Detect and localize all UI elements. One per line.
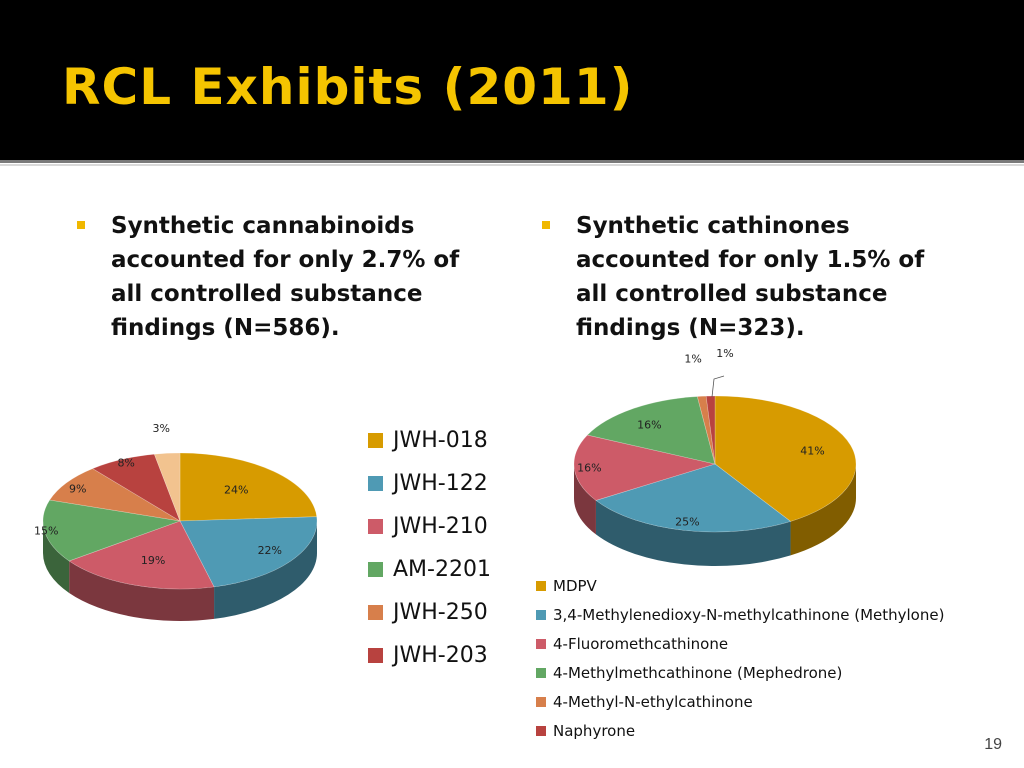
legend-item: JWH-122 (368, 462, 491, 505)
pie-data-label: 15% (34, 525, 58, 538)
legend-label: AM-2201 (393, 557, 491, 582)
pie-slice (49, 468, 181, 522)
legend-label: JWH-122 (393, 471, 488, 496)
bullet-text: Synthetic cathinones accounted for only … (576, 213, 925, 341)
legend-item: MDPV (536, 571, 944, 600)
bullet-square-icon (77, 221, 85, 229)
legend-label: 4-Methyl-N-ethylcathinone (553, 692, 753, 711)
legend-label: 4-Methylmethcathinone (Mephedrone) (553, 663, 843, 682)
pie-slice (696, 395, 716, 465)
bullet-cathinones: Synthetic cathinones accounted for only … (542, 209, 956, 345)
pie-slice-side (69, 560, 215, 621)
legend-item: 3,4-Methylenedioxy-N-methylcathinone (Me… (536, 600, 944, 629)
pie-slice-side (214, 521, 317, 619)
legend-swatch (536, 696, 546, 707)
legend-label: MDPV (553, 576, 597, 595)
pie-slice (595, 463, 792, 533)
pie-slice (42, 499, 182, 562)
pie-data-label: 19% (141, 554, 165, 567)
pie-chart-cannabinoids: 24% 22% 19% 15% 9% 8% 3% (34, 422, 318, 621)
pie-data-label: 16% (637, 418, 661, 431)
pie-slice (705, 395, 716, 465)
legend-label: 3,4-Methylenedioxy-N-methylcathinone (Me… (553, 605, 945, 624)
pie-data-label: 1% (716, 347, 733, 360)
legend-swatch (368, 605, 383, 620)
legend-item: JWH-018 (368, 419, 491, 462)
pie-slice (573, 434, 717, 501)
pie-data-label: 16% (577, 462, 601, 475)
bullet-cannabinoids: Synthetic cannabinoids accounted for onl… (77, 209, 491, 345)
legend-label: JWH-250 (393, 600, 488, 625)
legend-swatch (368, 476, 383, 491)
title-divider (0, 160, 1024, 163)
legend-swatch (368, 648, 383, 663)
legend-swatch (536, 638, 546, 649)
pie-data-label: 25% (675, 516, 699, 529)
legend-label: JWH-203 (393, 643, 488, 668)
title-divider-light (0, 164, 1024, 166)
page-number: 19 (984, 736, 1002, 753)
legend-swatch (536, 580, 546, 591)
legend-item: AM-2201 (368, 548, 491, 591)
pie-data-label: 8% (117, 457, 134, 470)
legend-swatch (536, 725, 546, 736)
pie-slice (153, 452, 181, 522)
label-leader-line (711, 375, 725, 398)
legend-item: Naphyrone (536, 716, 944, 745)
legend-cathinones: MDPV 3,4-Methylenedioxy-N-methylcathinon… (536, 571, 944, 745)
legend-label: JWH-210 (393, 514, 488, 539)
legend-swatch (536, 667, 546, 678)
legend-swatch (368, 519, 383, 534)
pie-slice-side (790, 464, 856, 556)
legend-item: 4-Methyl-N-ethylcathinone (536, 687, 944, 716)
legend-item: JWH-210 (368, 505, 491, 548)
bullet-text: Synthetic cannabinoids accounted for onl… (111, 213, 460, 341)
pie-slice (586, 396, 716, 465)
legend-label: 4-Fluoromethcathinone (553, 634, 729, 653)
legend-item: 4-Methylmethcathinone (Mephedrone) (536, 658, 944, 687)
legend-cannabinoids: JWH-018 JWH-122 JWH-210 AM-2201 JWH-250 … (368, 419, 491, 677)
legend-label: JWH-018 (393, 428, 488, 453)
title-bar (0, 0, 1024, 160)
legend-item: JWH-250 (368, 591, 491, 634)
pie-data-label: 3% (153, 422, 170, 435)
pie-slice-side (595, 500, 791, 566)
pie-slice (92, 453, 181, 522)
pie-slice-side (43, 521, 70, 593)
pie-data-label: 9% (69, 483, 86, 496)
legend-item: JWH-203 (368, 634, 491, 677)
pie-chart-cathinones: 41% 25% 16% 16% 1% 1% (573, 347, 857, 566)
legend-swatch (536, 609, 546, 620)
pie-data-label: 22% (258, 544, 282, 557)
bullet-square-icon (542, 221, 550, 229)
legend-item: 4-Fluoromethcathinone (536, 629, 944, 658)
pie-data-label: 41% (800, 444, 824, 457)
legend-label: Naphyrone (553, 721, 636, 740)
pie-slice (179, 516, 318, 588)
pie-slice (714, 395, 857, 522)
pie-data-label: 24% (224, 483, 248, 496)
legend-swatch (368, 433, 383, 448)
pie-slice (179, 452, 318, 522)
pie-data-label: 1% (684, 353, 701, 366)
pie-slice-side (574, 464, 596, 535)
legend-swatch (368, 562, 383, 577)
slide-title: RCL Exhibits (2011) (62, 58, 634, 116)
pie-slice (68, 520, 215, 590)
